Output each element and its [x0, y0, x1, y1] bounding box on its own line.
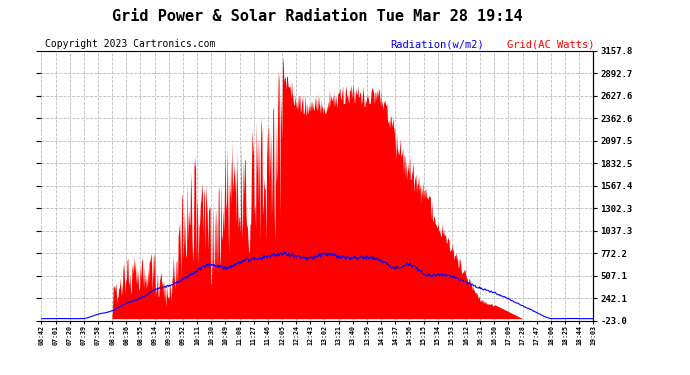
Text: Radiation(w/m2): Radiation(w/m2) [390, 39, 484, 50]
Text: Copyright 2023 Cartronics.com: Copyright 2023 Cartronics.com [45, 39, 215, 50]
Text: Grid(AC Watts): Grid(AC Watts) [507, 39, 595, 50]
Text: Grid Power & Solar Radiation Tue Mar 28 19:14: Grid Power & Solar Radiation Tue Mar 28 … [112, 9, 523, 24]
